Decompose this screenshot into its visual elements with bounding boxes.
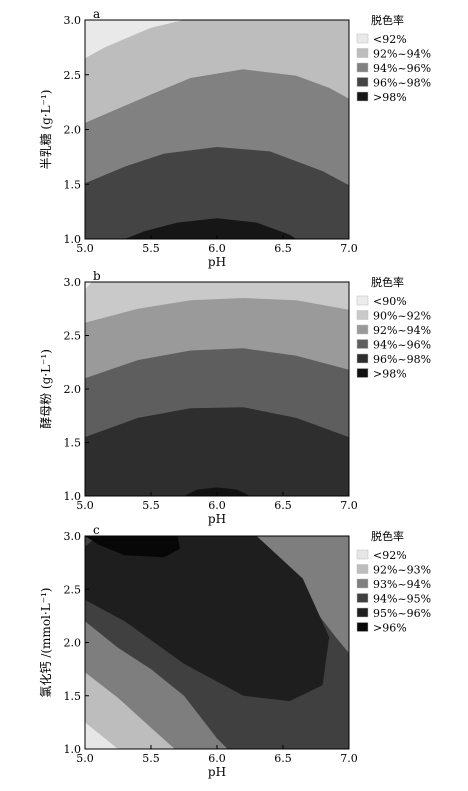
x-tick-label: 5.0 — [76, 499, 94, 512]
contour-region — [85, 672, 175, 749]
y-tick-label: 2.5 — [64, 69, 82, 82]
contour-region — [85, 536, 180, 558]
legend-swatch — [356, 91, 369, 102]
x-tick-label: 5.5 — [142, 242, 160, 255]
legend-swatch — [356, 622, 369, 632]
contour-region — [85, 536, 330, 702]
legend-label: <90% — [373, 295, 407, 308]
y-tick-label: 3.0 — [64, 530, 82, 543]
x-axis-label: pH — [208, 255, 226, 269]
legend-swatch — [356, 353, 369, 364]
legend-swatch — [356, 578, 369, 589]
legend-swatch — [356, 339, 369, 349]
legend-swatch — [356, 310, 369, 320]
legend-label: >98% — [373, 368, 407, 381]
panel-label: a — [93, 7, 100, 21]
x-tick-label: 5.5 — [142, 752, 160, 765]
contour-panel-a — [85, 20, 349, 239]
x-tick-label: 7.0 — [340, 752, 358, 765]
legend-title: 脱色率 — [371, 275, 404, 289]
legend-label: <92% — [373, 549, 407, 562]
x-tick-label: 6.5 — [274, 499, 292, 512]
legend-swatch — [356, 324, 369, 335]
y-tick-label: 2.0 — [64, 124, 82, 137]
y-axis-label: 半乳糖 (g·L⁻¹) — [38, 90, 53, 170]
x-tick-label: 6.5 — [274, 242, 292, 255]
legend-swatch — [356, 607, 369, 618]
y-tick-label: 2.0 — [64, 383, 82, 396]
legend-swatch — [356, 62, 369, 73]
x-tick-label: 6.0 — [208, 242, 226, 255]
legend-swatch — [356, 564, 369, 574]
x-tick-label: 5.0 — [76, 242, 94, 255]
x-tick-label: 7.0 — [340, 242, 358, 255]
legend-label: 94%~96% — [373, 62, 431, 75]
contour-panel-b — [85, 282, 349, 496]
y-tick-label: 3.0 — [64, 276, 82, 289]
y-tick-label: 1.0 — [64, 490, 82, 503]
y-tick-label: 3.0 — [64, 14, 82, 27]
legend-swatch — [356, 593, 369, 603]
legend-swatch — [356, 549, 369, 560]
legend-label: <92% — [373, 33, 407, 46]
legend-label: 93%~94% — [373, 578, 431, 591]
y-tick-label: 2.0 — [64, 637, 82, 650]
legend-label: 95%~96% — [373, 607, 431, 620]
x-tick-label: 6.5 — [274, 752, 292, 765]
y-axis-label: 氯化钙 /(mmol·L⁻¹) — [39, 588, 53, 698]
legend-label: 92%~93% — [373, 564, 431, 577]
y-tick-label: 1.5 — [64, 178, 82, 191]
legend-title: 脱色率 — [371, 13, 404, 27]
legend-swatch — [356, 295, 369, 306]
y-tick-label: 1.0 — [64, 233, 82, 246]
x-tick-label: 6.0 — [208, 499, 226, 512]
x-tick-label: 5.0 — [76, 752, 94, 765]
legend-label: 96%~98% — [373, 77, 431, 90]
x-tick-label: 5.5 — [142, 499, 160, 512]
x-tick-label: 6.0 — [208, 752, 226, 765]
y-tick-label: 1.0 — [64, 743, 82, 756]
contour-region — [217, 536, 349, 654]
legend-label: 90%~92% — [373, 310, 431, 323]
legend-label: 94%~96% — [373, 339, 431, 352]
contour-region — [85, 20, 349, 59]
legend-label: >98% — [373, 91, 407, 104]
contour-panel-c — [85, 536, 349, 749]
y-tick-label: 2.5 — [64, 583, 82, 596]
legend-label: 94%~95% — [373, 593, 431, 606]
panel-label: c — [93, 523, 100, 537]
y-tick-label: 1.5 — [64, 690, 82, 703]
contour-region — [85, 20, 349, 123]
legend-swatch — [356, 368, 369, 378]
y-tick-label: 2.5 — [64, 330, 82, 343]
contour-region — [85, 722, 118, 749]
legend-label: 92%~94% — [373, 324, 431, 337]
y-tick-label: 1.5 — [64, 437, 82, 450]
legend-swatch — [356, 77, 369, 87]
y-axis-label: 酵母粉 (g·L⁻¹) — [39, 349, 53, 429]
legend-label: >96% — [373, 622, 407, 635]
legend-swatch — [356, 48, 369, 58]
legend-label: 96%~98% — [373, 353, 431, 366]
contour-region — [85, 282, 349, 323]
x-axis-label: pH — [208, 512, 226, 526]
x-axis-label: pH — [208, 765, 226, 779]
legend-label: 92%~94% — [373, 48, 431, 61]
legend-title: 脱色率 — [371, 529, 404, 543]
panel-label: b — [93, 269, 101, 283]
x-tick-label: 7.0 — [340, 499, 358, 512]
legend-swatch — [356, 33, 369, 44]
